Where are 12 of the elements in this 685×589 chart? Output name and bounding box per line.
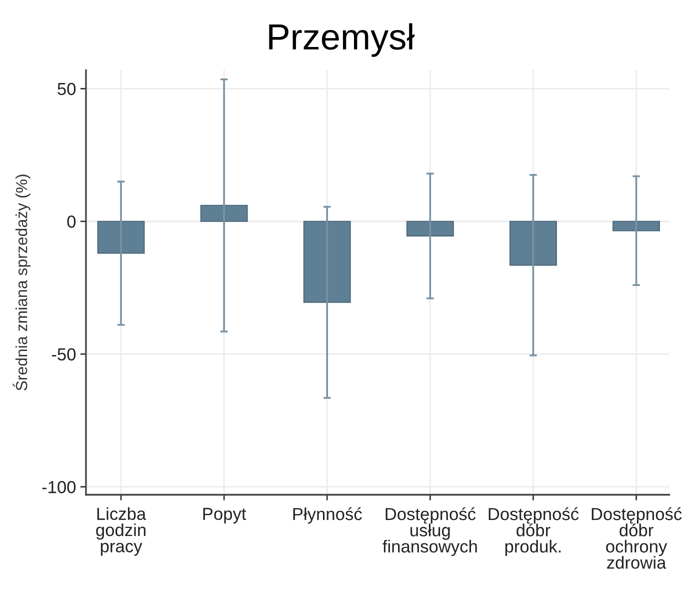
- x-tick-label: Dostępność dóbr produk.: [488, 507, 579, 556]
- y-tick-label: -100: [42, 480, 76, 494]
- y-axis-title: Średnia zmiana sprzedaży (%): [12, 174, 30, 390]
- y-tick-label: 50: [58, 82, 76, 96]
- y-tick-label: 0: [67, 216, 76, 228]
- chart-title: Przemysł: [269, 23, 414, 57]
- x-tick-label: Liczba godzin pracy: [96, 507, 146, 556]
- y-tick-label: -50: [52, 348, 76, 361]
- x-tick-label: Popyt: [203, 508, 246, 524]
- x-tick-label: Dostępność usług finansowych: [382, 507, 477, 556]
- x-tick-label: Płynność: [293, 507, 362, 524]
- x-tick-label: Dostępność dóbr ochrony zdrowia: [592, 507, 682, 569]
